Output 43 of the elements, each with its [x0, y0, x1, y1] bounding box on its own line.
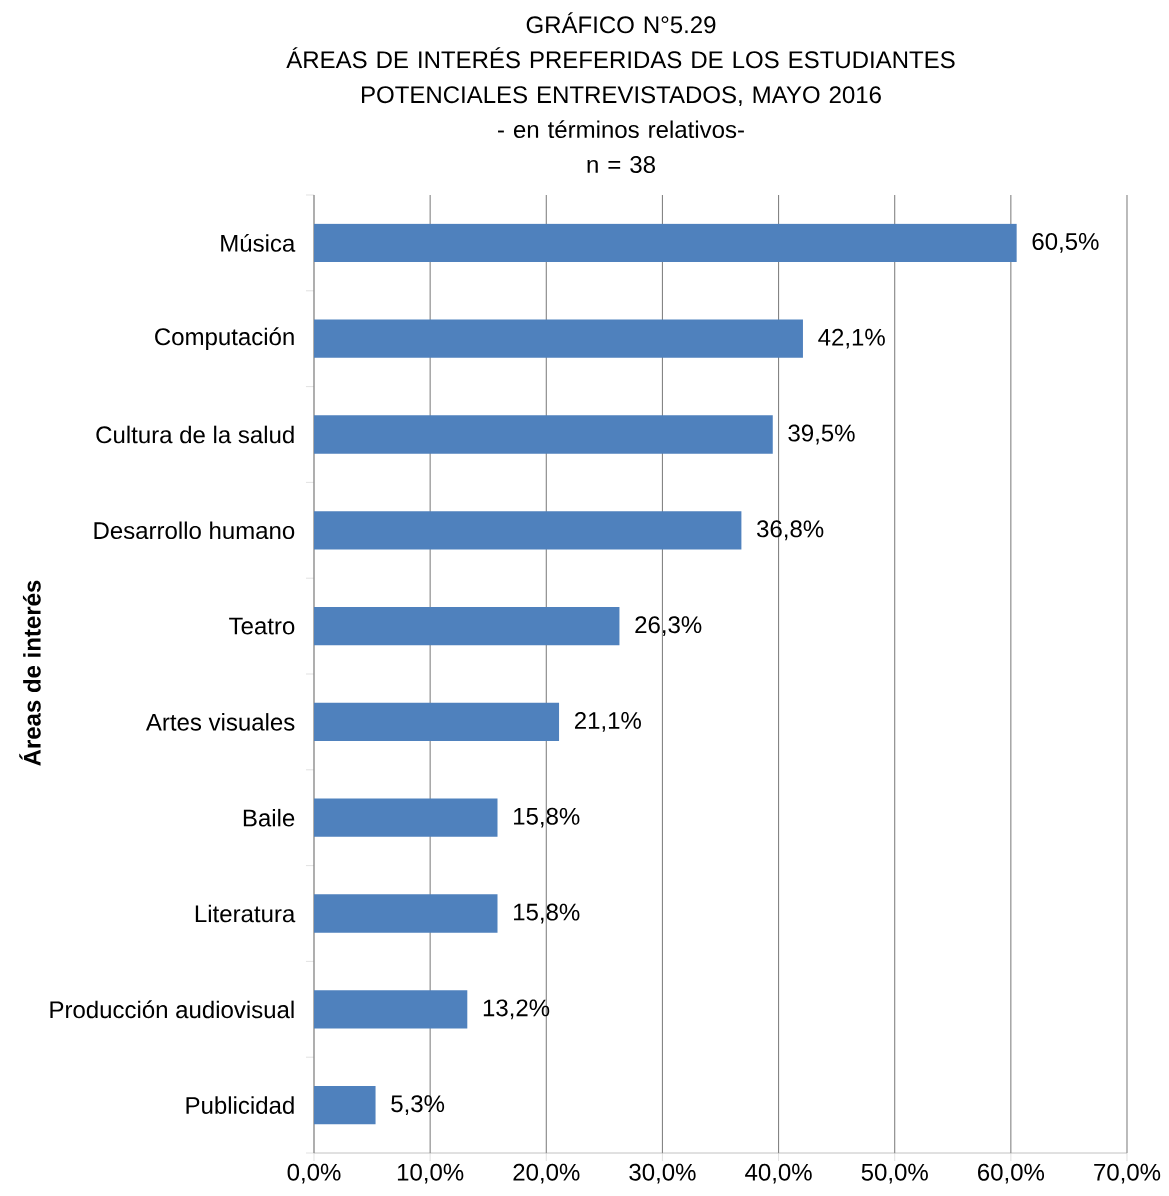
chart-subtitle: ÁREAS DE INTERÉS PREFERIDAS DE LOS ESTUDIANTES POTENCIALES ENTREVISTADOS, MAYO 2016 [286, 47, 955, 107]
y-tick-label: Desarrollo humano [94, 521, 295, 540]
data-label: 15,8% [514, 903, 580, 924]
bar [314, 319, 803, 358]
y-tick-label: Música [221, 233, 296, 252]
x-tick-label: 60,0% [978, 1163, 1045, 1184]
y-tick-label: Cultura de la salud [96, 425, 294, 444]
y-tick-label: Baile [243, 808, 295, 827]
data-label: 36,8% [757, 520, 824, 541]
y-axis-title: Áreas de interés [19, 580, 41, 766]
data-label: 42,1% [818, 328, 885, 349]
x-tick-label: 0,0% [287, 1163, 341, 1184]
bar [314, 702, 560, 742]
data-label: 26,3% [635, 616, 702, 637]
data-label: 60,5% [1032, 232, 1099, 253]
x-tick-label: 10,0% [397, 1163, 464, 1184]
y-tick-label: Computación [155, 327, 294, 351]
data-label: 5,3% [391, 1095, 445, 1116]
data-label: 13,2% [483, 999, 550, 1020]
bar [314, 415, 773, 454]
y-tick-label: Teatro [229, 617, 295, 635]
x-tick-label: 50,0% [861, 1163, 928, 1184]
bar [314, 223, 1017, 263]
x-tick-label: 30,0% [629, 1163, 696, 1184]
chart-title: GRÁFICO N°5.29 [526, 12, 716, 34]
data-label: 39,5% [788, 424, 855, 445]
x-tick-label: 40,0% [745, 1163, 812, 1184]
x-tick-label: 70,0% [1094, 1163, 1161, 1184]
text: n = 38 [587, 156, 655, 174]
y-tick-label: Literatura [195, 904, 296, 923]
bar [314, 511, 742, 550]
y-tick-label: Publicidad [186, 1096, 294, 1114]
data-label: 21,1% [574, 711, 641, 732]
y-tick-label: Producción audiovisual [50, 1000, 294, 1019]
data-label: 15,8% [514, 807, 580, 828]
bar [314, 894, 498, 933]
bar [314, 1085, 376, 1125]
bar [314, 798, 498, 837]
text: - en términos relativos- [498, 120, 744, 139]
y-tick-label: Artes visuales [145, 713, 295, 731]
x-tick-label: 20,0% [513, 1163, 580, 1184]
bar [314, 606, 620, 646]
bar [314, 990, 468, 1029]
